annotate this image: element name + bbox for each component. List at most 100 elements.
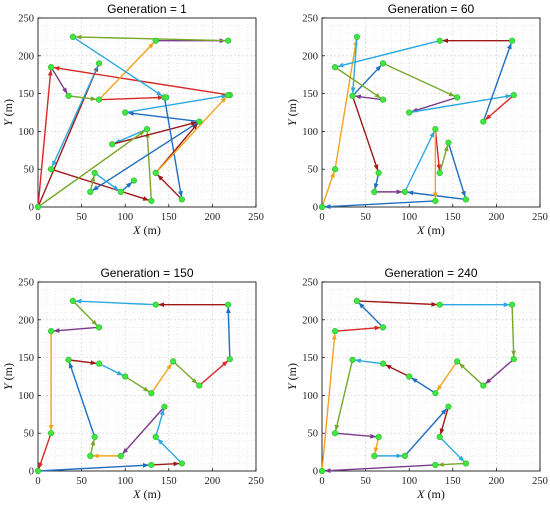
route-segment (68, 95, 97, 101)
route-segment (157, 174, 183, 200)
route-segment (354, 94, 384, 101)
node-point (224, 301, 232, 308)
node-point (95, 60, 103, 67)
node-point (91, 169, 98, 177)
chart-panel-2: 0 50 100 150 200 250 0 50 100 150 200 250 Generation… (285, 2, 548, 237)
route-segment (439, 436, 465, 462)
route-segment (411, 377, 436, 394)
route-segment (334, 66, 382, 99)
x-axis-label: X (m) (416, 223, 445, 237)
node-point (95, 96, 103, 103)
node-point (331, 328, 339, 335)
x-tick-label: 150 (161, 476, 177, 487)
route-segment (125, 94, 228, 114)
route-segment (98, 363, 124, 376)
y-tick-label: 100 (302, 391, 318, 402)
node-point (87, 452, 94, 459)
y-tick-label: 50 (24, 165, 35, 176)
node-point (379, 360, 387, 367)
x-tick-label: 250 (248, 476, 264, 487)
node-point (510, 356, 517, 363)
plot-area (37, 17, 257, 208)
route-segment (334, 359, 354, 431)
route-segment (485, 94, 515, 121)
route-segment (37, 130, 146, 208)
node-point (318, 467, 326, 475)
y-tick-label: 100 (302, 127, 318, 138)
route-segment (98, 42, 155, 101)
y-tick-label: 250 (302, 14, 318, 25)
x-tick-label: 250 (532, 476, 548, 487)
route-segment (72, 300, 98, 326)
y-tick-label: 250 (18, 14, 34, 25)
y-tick-label: 200 (18, 315, 34, 326)
node-point (401, 188, 408, 195)
node-point (226, 356, 233, 363)
node-point (47, 64, 55, 71)
route-segment (151, 461, 180, 467)
x-tick-label: 250 (532, 212, 548, 223)
route-segment (358, 302, 384, 328)
chart-panel-3: 0 50 100 150 200 250 0 50 100 150 200 250 Generation… (1, 266, 264, 501)
node-point (480, 382, 487, 389)
node-point (224, 92, 232, 99)
node-point (178, 460, 185, 467)
y-tick-label: 150 (18, 353, 34, 364)
node-point (379, 324, 387, 331)
y-tick-label: 50 (308, 165, 319, 176)
node-point (375, 169, 382, 177)
route-segment (436, 360, 458, 392)
route-segment (53, 66, 230, 96)
plot-area (37, 281, 257, 472)
node-point (65, 356, 72, 363)
y-tick-label: 250 (18, 278, 34, 289)
x-tick-label: 100 (117, 212, 133, 223)
y-tick-label: 0 (29, 203, 34, 214)
node-point (152, 301, 159, 308)
y-tick-label: 0 (313, 203, 318, 214)
node-point (436, 37, 443, 44)
route-segment (335, 432, 377, 439)
node-point (152, 37, 159, 44)
node-point (47, 166, 55, 173)
node-point (34, 467, 42, 475)
node-point (161, 403, 168, 410)
route-segment (145, 131, 153, 201)
x-tick-label: 100 (401, 212, 417, 223)
route-segment (37, 69, 53, 208)
y-tick-label: 100 (18, 391, 34, 402)
node-point (152, 433, 159, 441)
node-point (432, 197, 439, 205)
x-tick-label: 0 (319, 212, 324, 223)
x-tick-label: 0 (319, 476, 324, 487)
node-point (148, 197, 155, 205)
x-tick-label: 50 (360, 212, 371, 223)
route-segment (447, 142, 466, 198)
y-tick-label: 150 (302, 89, 318, 100)
route-segment (511, 304, 516, 357)
route-segment (439, 145, 449, 174)
node-point (122, 373, 129, 380)
chart-panel-1: 0 50 100 150 200 250 0 50 100 150 200 250 Generation… (1, 2, 264, 237)
y-tick-label: 0 (313, 467, 318, 478)
route-segment (225, 307, 231, 360)
y-tick-label: 0 (29, 467, 34, 478)
route-segment (122, 406, 165, 455)
route-segment (75, 34, 229, 42)
route-segment (404, 131, 435, 193)
route-segment (382, 62, 455, 97)
node-point (436, 301, 443, 308)
route-segment (50, 168, 150, 201)
route-segment (72, 36, 163, 97)
route-segment (352, 65, 382, 97)
route-segment (198, 360, 229, 387)
chart-panel-4: 0 50 100 150 200 250 0 50 100 150 200 250 Generation… (285, 266, 548, 501)
y-tick-label: 200 (302, 51, 318, 62)
node-point (34, 203, 42, 211)
y-tick-label: 150 (18, 89, 34, 100)
node-point (95, 360, 103, 367)
route-segment (324, 464, 436, 473)
node-point (436, 433, 443, 441)
node-point (178, 196, 185, 203)
y-tick-label: 200 (18, 51, 34, 62)
